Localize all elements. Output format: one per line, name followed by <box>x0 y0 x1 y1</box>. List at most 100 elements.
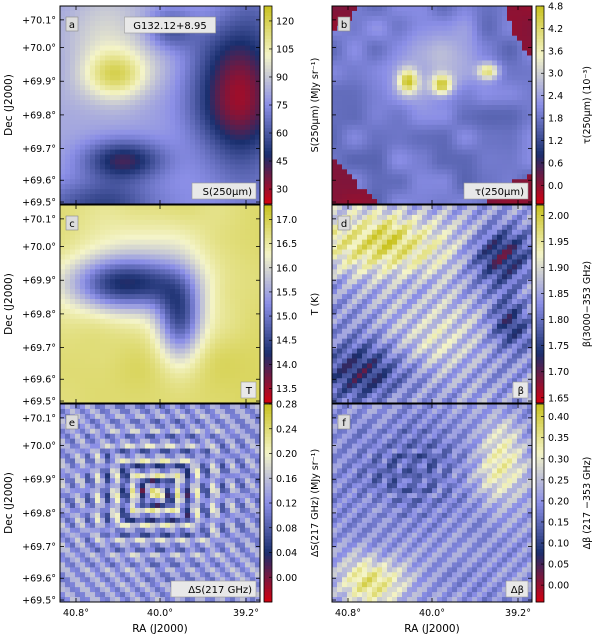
heatmap-cell <box>130 10 136 17</box>
heatmap-cell <box>195 164 201 170</box>
heatmap-cell <box>235 358 241 364</box>
heatmap-cell <box>190 109 196 116</box>
heatmap-cell <box>70 90 76 96</box>
heatmap-cell <box>512 174 518 180</box>
heatmap-cell <box>250 55 256 61</box>
heatmap-cell <box>95 378 101 384</box>
heatmap-cell <box>230 378 236 384</box>
heatmap-cell <box>170 164 176 170</box>
heatmap-cell <box>65 169 71 175</box>
heatmap-cell <box>130 299 136 305</box>
heatmap-cell <box>392 65 398 71</box>
heatmap-cell <box>185 6 191 12</box>
heatmap-cell <box>255 164 261 170</box>
heatmap-cell <box>175 40 181 46</box>
heatmap-cell <box>70 279 76 285</box>
heatmap-cell <box>125 234 131 241</box>
heatmap-cell <box>255 149 261 155</box>
heatmap-cell <box>160 30 166 37</box>
heatmap-cell <box>412 25 418 32</box>
heatmap-cell <box>502 179 508 185</box>
heatmap-cell <box>250 254 256 260</box>
heatmap-cell <box>392 105 398 111</box>
heatmap-cell <box>195 40 201 46</box>
heatmap-cell <box>150 179 156 185</box>
heatmap-cell <box>165 159 171 165</box>
heatmap-cell <box>447 75 453 81</box>
heatmap-cell <box>140 85 146 91</box>
heatmap-cell <box>215 234 221 241</box>
heatmap-cell <box>105 343 111 349</box>
heatmap-cell <box>130 214 136 221</box>
heatmap-cell <box>467 35 473 42</box>
heatmap-cell <box>507 40 513 46</box>
heatmap-cell <box>205 139 211 145</box>
heatmap-cell <box>120 343 126 349</box>
heatmap-cell <box>447 40 453 46</box>
heatmap-cell <box>75 159 81 165</box>
heatmap-cell <box>90 224 96 231</box>
heatmap-cell <box>507 159 513 165</box>
colorbar-segment <box>536 174 544 178</box>
heatmap-cell <box>487 164 493 170</box>
heatmap-cell <box>130 100 136 106</box>
heatmap-cell <box>150 239 156 245</box>
heatmap-cell <box>65 348 71 354</box>
heatmap-cell <box>145 254 151 260</box>
heatmap-cell <box>120 338 126 344</box>
heatmap-cell <box>190 388 196 394</box>
heatmap-cell <box>497 75 503 81</box>
heatmap-cell <box>502 105 508 111</box>
heatmap-cell <box>100 139 106 145</box>
heatmap-cell <box>145 95 151 101</box>
heatmap-cell <box>65 85 71 91</box>
heatmap-cell <box>105 284 111 290</box>
heatmap-cell <box>115 368 121 374</box>
heatmap-cell <box>205 308 211 315</box>
heatmap-cell <box>225 109 231 116</box>
heatmap-cell <box>145 214 151 221</box>
heatmap-cell <box>115 154 121 160</box>
heatmap-cell <box>432 129 438 136</box>
heatmap-cell <box>195 249 201 255</box>
heatmap-cell <box>80 304 86 310</box>
heatmap-cell <box>180 169 186 175</box>
heatmap-cell <box>235 224 241 231</box>
heatmap-cell <box>482 154 488 160</box>
heatmap-cell <box>482 75 488 81</box>
heatmap-cell <box>487 169 493 175</box>
heatmap-cell <box>65 139 71 145</box>
heatmap-cell <box>200 229 206 236</box>
heatmap-cell <box>85 154 91 160</box>
heatmap-cell <box>120 114 126 121</box>
heatmap-cell <box>462 60 468 66</box>
heatmap-cell <box>60 323 66 330</box>
heatmap-cell <box>497 90 503 96</box>
heatmap-cell <box>245 90 251 96</box>
heatmap-cell <box>407 194 413 200</box>
heatmap-cell <box>527 45 533 51</box>
heatmap-cell <box>512 129 518 136</box>
heatmap-cell <box>230 154 236 160</box>
heatmap-cell <box>155 10 161 17</box>
heatmap-cell <box>205 30 211 37</box>
heatmap-cell <box>487 159 493 165</box>
heatmap-cell <box>105 328 111 335</box>
heatmap-cell <box>165 119 171 126</box>
heatmap-cell <box>135 323 141 330</box>
heatmap-cell <box>90 159 96 165</box>
heatmap-cell <box>200 368 206 374</box>
heatmap-cell <box>80 244 86 250</box>
heatmap-cell <box>472 55 478 61</box>
heatmap-cell <box>342 114 348 121</box>
heatmap-cell <box>180 254 186 260</box>
heatmap-cell <box>507 179 513 185</box>
heatmap-cell <box>165 90 171 96</box>
heatmap-cell <box>95 90 101 96</box>
heatmap-cell <box>397 15 403 22</box>
heatmap-cell <box>160 328 166 335</box>
heatmap-cell <box>90 15 96 22</box>
heatmap-cell <box>150 388 156 394</box>
heatmap-cell <box>512 139 518 145</box>
heatmap-cell <box>175 30 181 37</box>
